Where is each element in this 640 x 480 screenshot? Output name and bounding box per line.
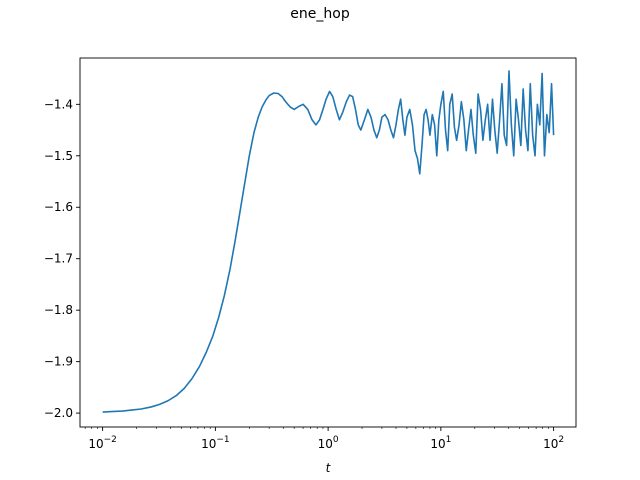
chart-title: ene_hop: [290, 6, 350, 22]
y-tick-label-6: −1.4: [44, 97, 73, 111]
x-tick-label-0: 10−2: [88, 435, 117, 451]
y-tick-label-4: −1.6: [44, 200, 73, 214]
y-tick-label-2: −1.8: [44, 303, 73, 317]
x-tick-label-1: 10−1: [201, 435, 230, 451]
y-tick-label-1: −1.9: [44, 355, 73, 369]
y-tick-label-0: −2.0: [44, 406, 73, 420]
x-tick-label-2: 100: [318, 435, 339, 451]
x-tick-label-3: 101: [430, 435, 451, 451]
y-tick-label-5: −1.5: [44, 149, 73, 163]
axes-frame: [79, 57, 577, 428]
y-tick-label-3: −1.7: [44, 252, 73, 266]
x-axis-label: t: [326, 461, 332, 475]
x-tick-label-4: 102: [543, 435, 564, 451]
series-line-0: [102, 70, 555, 413]
